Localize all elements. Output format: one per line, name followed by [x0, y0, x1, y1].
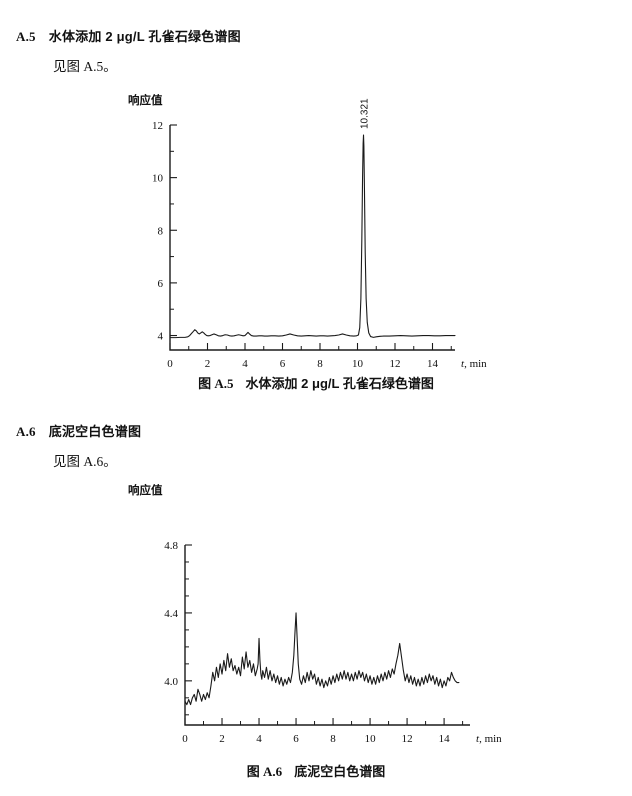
x-axis-tick-label: 0	[167, 358, 173, 370]
y-axis-tick-label: 10	[152, 173, 164, 185]
x-axis-tick-label: 10	[352, 358, 364, 370]
y-axis-tick-label: 4	[158, 331, 164, 343]
x-axis-tick-label: 10	[365, 733, 377, 745]
y-axis-tick-label: 8	[158, 225, 164, 237]
figure-caption-a5-title: 水体添加 2 μg/L 孔雀石绿色谱图	[245, 376, 434, 391]
figure-caption-a6: 图 A.6 底泥空白色谱图	[0, 761, 632, 780]
x-axis-tick-label: 8	[330, 733, 336, 745]
peak-retention-time-label: 10.321	[360, 98, 371, 129]
x-axis-tick-label: 4	[256, 733, 262, 745]
x-axis-title: t, min	[461, 358, 487, 370]
section-body-a6: 见图 A.6。	[53, 454, 117, 469]
x-axis-tick-label: 6	[280, 358, 286, 370]
chart-a6-svg: 响应值 4.0 4.4 4.8 0 2 4 6 8 10 12 14 t, min	[128, 483, 502, 745]
y-axis-title: 响应值	[128, 483, 163, 497]
chart-a5-svg: 响应值 4 6 8 10 12 0 2 4 6 8 10 12 14 t, min 10.321	[128, 93, 487, 370]
chart-a5: 响应值 4 6 8 10 12 0 2 4 6 8 10 12 14 t, min 10.321	[110, 92, 510, 372]
x-axis-title: t, min	[476, 733, 502, 745]
section-number-a5: A.5	[16, 29, 36, 44]
y-axis-tick-label: 12	[152, 120, 163, 132]
y-axis-tick-label: 6	[158, 278, 164, 290]
figure-caption-a6-number: 图 A.6	[246, 764, 283, 779]
section-heading-a6: A.6 底泥空白色谱图	[16, 421, 141, 440]
chromatogram-trace	[169, 134, 456, 339]
y-axis-title: 响应值	[128, 93, 163, 107]
x-axis-tick-label: 2	[219, 733, 225, 745]
axis-lines	[184, 545, 470, 726]
chromatogram-trace	[184, 612, 460, 706]
section-heading-a5: A.5 水体添加 2 μg/L 孔雀石绿色谱图	[16, 26, 241, 45]
chart-a6: 响应值 4.0 4.4 4.8 0 2 4 6 8 10 12 14 t, min	[110, 482, 510, 757]
x-axis-tick-label: 14	[427, 358, 439, 370]
x-axis-tick-label: 8	[317, 358, 323, 370]
figure-caption-a6-title: 底泥空白色谱图	[294, 764, 386, 779]
section-body-a5: 见图 A.5。	[53, 59, 117, 74]
x-axis-tick-label: 12	[402, 733, 413, 745]
section-number-a6: A.6	[16, 424, 36, 439]
x-axis-tick-label: 2	[205, 358, 211, 370]
section-title-a5: 水体添加 2 μg/L 孔雀石绿色谱图	[48, 29, 241, 44]
section-title-a6: 底泥空白色谱图	[48, 424, 142, 439]
x-axis-tick-label: 4	[242, 358, 248, 370]
y-axis-tick-label: 4.4	[164, 608, 178, 620]
x-axis-tick-label: 0	[182, 733, 188, 745]
figure-caption-a5-number: 图 A.5	[198, 376, 234, 391]
figure-caption-a5: 图 A.5 水体添加 2 μg/L 孔雀石绿色谱图	[0, 373, 632, 392]
x-axis-tick-label: 6	[293, 733, 299, 745]
y-axis-tick-label: 4.8	[164, 540, 178, 552]
x-axis-tick-label: 12	[390, 358, 401, 370]
axis-lines	[169, 125, 455, 351]
x-axis-tick-label: 14	[439, 733, 451, 745]
y-axis-tick-label: 4.0	[164, 676, 178, 688]
